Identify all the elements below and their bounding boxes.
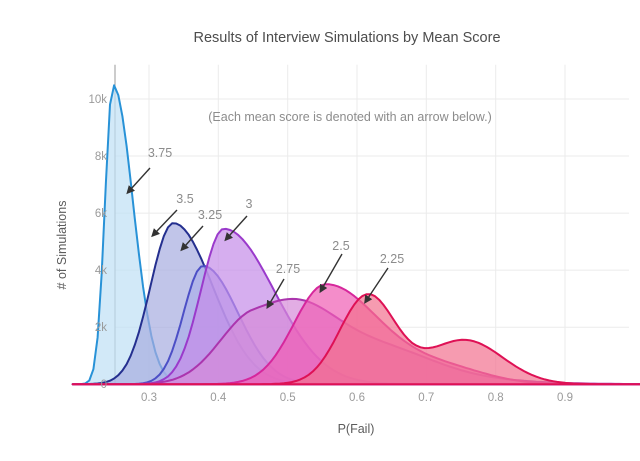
svg-text:3.5: 3.5 xyxy=(176,192,193,206)
svg-text:0.7: 0.7 xyxy=(418,392,434,404)
svg-text:0.9: 0.9 xyxy=(557,392,573,404)
svg-text:# of Simulations: # of Simulations xyxy=(55,201,69,290)
svg-text:2.5: 2.5 xyxy=(332,239,349,253)
svg-text:0.6: 0.6 xyxy=(349,392,365,404)
svg-text:0.3: 0.3 xyxy=(141,392,157,404)
svg-text:3.25: 3.25 xyxy=(198,208,222,222)
svg-text:6k: 6k xyxy=(95,208,107,220)
svg-text:2.25: 2.25 xyxy=(380,252,404,266)
svg-text:8k: 8k xyxy=(95,151,107,163)
svg-text:0.5: 0.5 xyxy=(280,392,296,404)
svg-text:2.75: 2.75 xyxy=(276,262,300,276)
svg-text:0: 0 xyxy=(101,379,107,391)
svg-text:4k: 4k xyxy=(95,265,107,277)
svg-text:10k: 10k xyxy=(88,94,107,106)
svg-text:P(Fail): P(Fail) xyxy=(338,422,375,436)
svg-text:0.4: 0.4 xyxy=(210,392,227,404)
svg-text:2k: 2k xyxy=(95,322,107,334)
svg-text:3.75: 3.75 xyxy=(148,146,172,160)
svg-text:3: 3 xyxy=(246,197,253,211)
svg-text:(Each mean score is denoted wi: (Each mean score is denoted with an arro… xyxy=(208,110,491,124)
svg-text:0.8: 0.8 xyxy=(488,392,504,404)
